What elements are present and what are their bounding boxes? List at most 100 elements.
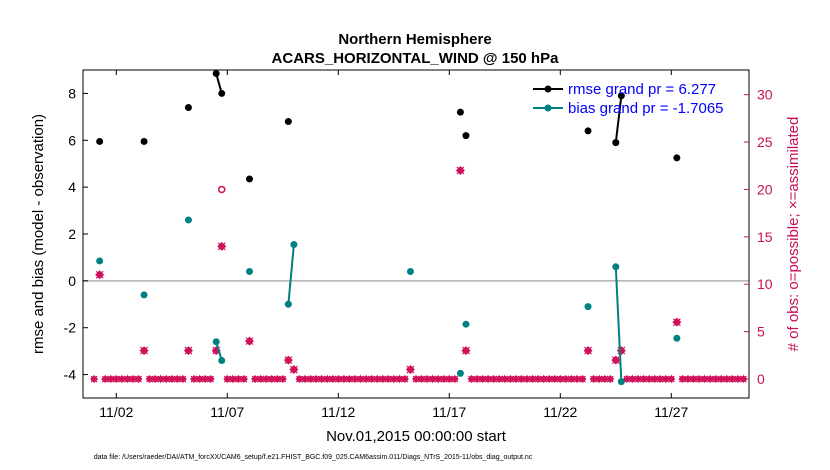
obs-assimilated-zero-cross [196, 375, 203, 383]
bias-point [218, 357, 226, 365]
y2-tick-label: 10 [757, 276, 773, 292]
obs-assimilated-zero-cross [334, 375, 342, 383]
y2-tick-label: 30 [757, 87, 773, 103]
obs-assimilated-cross [672, 318, 681, 327]
rmse-point [284, 118, 292, 126]
obs-assimilated-zero-cross [229, 375, 237, 383]
y2-tick-label: 5 [757, 324, 765, 340]
obs-assimilated-zero-cross [484, 375, 492, 383]
obs-assimilated-zero-cross [501, 375, 509, 383]
obs-assimilated-zero-cross [118, 375, 126, 383]
obs-assimilated-zero-cross [656, 375, 664, 383]
y2-axis-label: # of obs: o=possible; ×=assimilated [785, 117, 802, 352]
obs-assimilated-zero-cross [368, 375, 376, 383]
obs-assimilated-zero-cross [728, 375, 736, 383]
obs-assimilated-zero-cross [323, 375, 331, 383]
obs-assimilated-zero-cross [473, 375, 481, 383]
obs-assimilated-zero-cross [351, 375, 359, 383]
x-tick-label: 11/22 [543, 404, 577, 420]
obs-assimilated-zero-cross [468, 375, 475, 383]
obs-assimilated-zero-cross [395, 375, 403, 383]
obs-assimilated-cross [95, 270, 104, 279]
obs-assimilated-zero-cross [340, 375, 348, 383]
obs-assimilated-cross [284, 356, 293, 365]
bias-point [246, 267, 253, 275]
obs-assimilated-cross [217, 242, 226, 251]
obs-assimilated-zero-cross [678, 375, 686, 383]
obs-assimilated-zero-cross [451, 375, 459, 383]
obs-assimilated-zero-cross [734, 375, 742, 383]
obs-assimilated-zero-cross [223, 375, 231, 383]
obs-assimilated-zero-cross [379, 375, 387, 383]
data-file-footnote: data file: /Users/raeder/DAI/ATM_forcXX/… [94, 454, 533, 461]
y-tick-label: 0 [68, 273, 76, 289]
obs-assimilated-zero-cross [540, 375, 548, 383]
obs-assimilated-zero-cross [301, 375, 309, 383]
bias-point [284, 300, 292, 308]
obs-assimilated-zero-cross [234, 375, 242, 383]
rmse-point [212, 70, 220, 78]
bias-point [212, 338, 220, 346]
x-tick-label: 11/27 [654, 404, 688, 420]
obs-assimilated-zero-cross [601, 375, 609, 383]
obs-assimilated-zero-cross [390, 375, 398, 383]
y2-tick-label: 0 [757, 371, 765, 387]
obs-assimilated-zero-cross [329, 375, 337, 383]
obs-assimilated-cross [462, 346, 470, 355]
axes: 11/02 11/07 11/12 11/17 11/22 11/27 -4 -2 0 2 4 6 8 0… [64, 70, 773, 420]
bias-point [456, 369, 464, 377]
obs-assimilated-zero-cross [512, 375, 520, 383]
obs-assimilated-zero-cross [107, 375, 115, 383]
bias-point [612, 263, 620, 271]
rmse-point [462, 132, 470, 140]
obs-assimilated-cross [584, 346, 592, 355]
obs-assimilated-zero-cross [623, 375, 631, 383]
x-tick-label: 11/07 [210, 404, 244, 420]
y-tick-label: -2 [64, 320, 77, 336]
obs-assimilated-zero-cross [307, 375, 314, 383]
obs-assimilated-zero-cross [418, 375, 425, 383]
obs-assimilated-zero-cross [590, 375, 598, 383]
y2-tick-label: 25 [757, 134, 773, 150]
obs-assimilated-zero-cross [345, 375, 353, 383]
obs-assimilated-zero-cross [401, 375, 409, 383]
obs-assimilated-cross [611, 356, 620, 365]
obs-assimilated-cross [245, 337, 254, 346]
obs-assimilated-zero-cross [157, 375, 165, 383]
y-tick-label: 8 [68, 85, 76, 101]
obs-possible-marker [218, 185, 226, 194]
obs-assimilated-zero-cross [595, 375, 603, 383]
obs-assimilated-zero-cross [129, 375, 137, 383]
chart-subtitle: ACARS_HORIZONTAL_WIND @ 150 hPa [272, 50, 560, 67]
bias-legend-label: bias grand pr = -1.7065 [568, 100, 724, 117]
obs-assimilated-zero-cross [146, 375, 154, 383]
obs-assimilated-zero-cross [162, 375, 170, 383]
obs-assimilated-zero-cross [717, 375, 725, 383]
obs-assimilated-zero-cross [662, 375, 670, 383]
x-tick-label: 11/17 [432, 404, 466, 420]
x-tick-label: 11/12 [321, 404, 355, 420]
obs-assimilated-zero-cross [423, 375, 431, 383]
obs-assimilated-zero-cross [645, 375, 653, 383]
obs-assimilated-zero-cross [445, 375, 453, 383]
obs-assimilated-zero-cross [573, 375, 581, 383]
obs-assimilated-zero-cross [168, 375, 176, 383]
obs-assimilated-cross [406, 365, 415, 374]
obs-assimilated-zero-cross [562, 375, 570, 383]
bias-legend-marker [544, 104, 552, 112]
y-tick-label: 2 [68, 226, 76, 242]
y2-tick-label: 15 [757, 229, 773, 245]
obs-assimilated-cross [456, 166, 465, 175]
bias-point [462, 320, 470, 328]
rmse-point [184, 103, 192, 111]
obs-assimilated-zero-cross [684, 375, 692, 383]
rmse-point [673, 154, 681, 162]
obs-assimilated-zero-cross [579, 375, 586, 383]
obs-assimilated-zero-cross [440, 375, 448, 383]
obs-assimilated-zero-cross [701, 375, 709, 383]
obs-assimilated-zero-cross [312, 375, 320, 383]
obs-assimilated-zero-cross [690, 375, 697, 383]
obs-assimilated-zero-cross [545, 375, 553, 383]
obs-assimilated-zero-cross [429, 375, 437, 383]
